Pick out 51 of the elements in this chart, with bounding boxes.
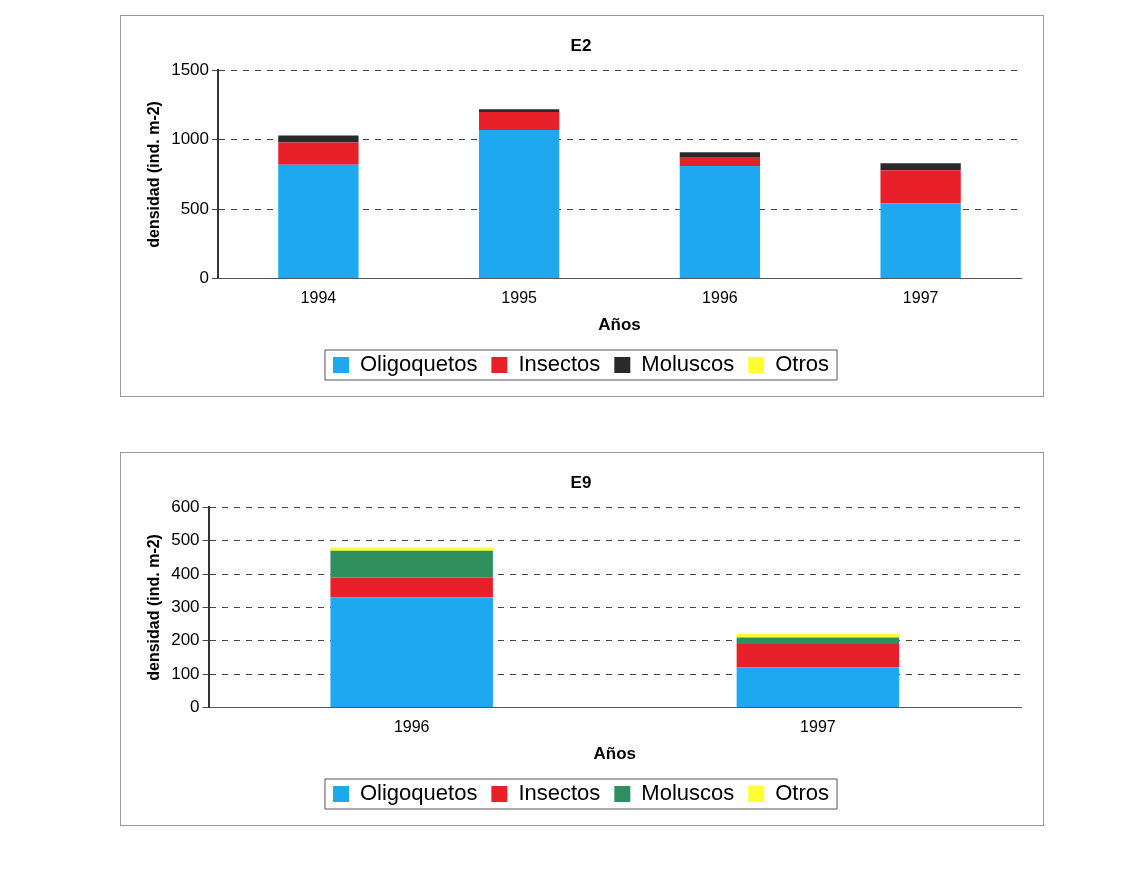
y-tick-label: 1500 — [171, 60, 210, 80]
y-tick-label: 100 — [171, 663, 200, 683]
legend-label: Insectos — [518, 351, 601, 377]
y-tick-label: 500 — [171, 530, 200, 550]
bar — [736, 667, 900, 707]
x-axis-title: Años — [598, 315, 641, 335]
y-tick-label: 0 — [199, 268, 210, 288]
bar — [330, 577, 493, 598]
y-axis-title: densidad (ind. m-2) — [145, 101, 163, 248]
bar — [278, 164, 359, 278]
x-tick-label: 1997 — [800, 718, 836, 736]
bar — [330, 550, 493, 578]
x-axis-title: Años — [593, 744, 637, 764]
bar — [736, 637, 900, 645]
x-tick-label: 1995 — [501, 289, 538, 307]
bar — [880, 163, 961, 171]
bar — [478, 112, 560, 131]
x-tick-label: 1994 — [300, 289, 337, 307]
bar — [278, 142, 359, 165]
x-tick-label: 1996 — [393, 718, 430, 736]
x-tick-label: 1996 — [702, 289, 738, 307]
y-tick-label: 500 — [180, 198, 210, 218]
bar — [478, 130, 560, 278]
y-axis-title: densidad (ind. m-2) — [145, 534, 163, 681]
legend-label: Moluscos — [641, 780, 735, 806]
bar — [278, 135, 359, 143]
y-tick-label: 200 — [171, 630, 200, 650]
chart-title: E2 — [570, 35, 592, 55]
bar — [679, 166, 761, 278]
bar — [679, 152, 761, 158]
bar — [736, 644, 900, 668]
y-tick-label: 600 — [171, 497, 200, 517]
y-tick-label: 300 — [171, 597, 200, 617]
y-tick-label: 400 — [171, 563, 200, 583]
bar — [330, 547, 493, 551]
legend-label: Oligoquetos — [359, 780, 478, 806]
legend-label: Oligoquetos — [359, 351, 478, 377]
x-tick-label: 1997 — [902, 289, 939, 307]
y-tick-label: 1000 — [171, 129, 210, 149]
legend-label: Moluscos — [641, 351, 735, 377]
bar — [330, 597, 493, 707]
legend-label: Otros — [775, 351, 830, 377]
bar — [736, 634, 900, 638]
bar — [880, 203, 961, 278]
legend-label: Insectos — [518, 780, 601, 806]
bar — [478, 109, 560, 112]
y-tick-label: 0 — [190, 697, 200, 717]
legend-label: Otros — [775, 780, 830, 806]
bar — [679, 157, 761, 167]
chart-title: E9 — [570, 472, 592, 492]
bar — [880, 170, 961, 204]
